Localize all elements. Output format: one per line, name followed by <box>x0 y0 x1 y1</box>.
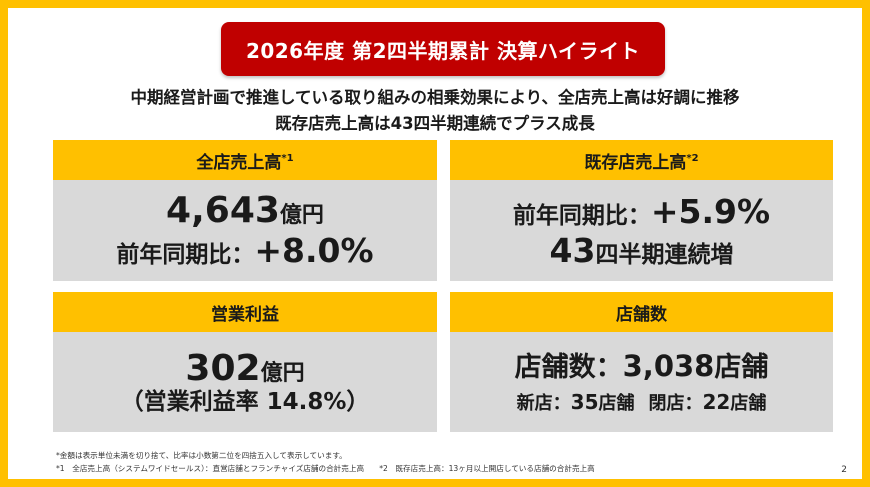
card-header: 店舗数 <box>450 292 833 332</box>
card-body: 前年同期比： +5.9% 43 四半期連続増 <box>450 180 833 281</box>
subtitle-line-2: 既存店売上高は43四半期連続でプラス成長 <box>275 114 595 133</box>
card-all-store-sales: 全店売上高 *1 4,643 億円 前年同期比： +8.0% <box>53 140 437 281</box>
yoy-value: +5.9% <box>650 191 771 231</box>
card-heading: 全店売上高 <box>196 152 282 173</box>
card-header: 営業利益 <box>53 292 437 332</box>
card-existing-store-sales: 既存店売上高 *2 前年同期比： +5.9% 43 四半期連続増 <box>450 140 833 281</box>
closed-store-value: 22 <box>702 390 731 415</box>
new-store-unit: 店舗 <box>598 393 635 415</box>
streak-line: 43 四半期連続増 <box>550 231 734 270</box>
card-heading: 店舗数 <box>616 304 667 325</box>
streak-label: 四半期連続増 <box>595 241 734 268</box>
profit-unit: 億円 <box>260 360 305 386</box>
footnote-marker: *1 <box>281 152 294 164</box>
card-body: 4,643 億円 前年同期比： +8.0% <box>53 180 437 281</box>
sales-unit: 億円 <box>279 203 324 229</box>
yoy-value: +8.0% <box>254 230 374 270</box>
sales-yoy-line: 前年同期比： +8.0% <box>116 231 373 270</box>
card-header: 全店売上高 *1 <box>53 140 437 180</box>
store-change-line: 新店： 35 店舗 閉店： 22 店舗 <box>517 389 767 415</box>
profit-value-line: 302 億円 <box>185 349 304 389</box>
card-heading: 既存店売上高 <box>584 152 687 173</box>
card-operating-profit: 営業利益 302 億円 （営業利益率 14.8%） <box>53 292 437 432</box>
closed-store-unit: 店舗 <box>730 393 767 415</box>
card-store-count: 店舗数 店舗数： 3,038 店舗 新店： 35 店舗 閉店： 22 店舗 <box>450 292 833 432</box>
card-body: 302 億円 （営業利益率 14.8%） <box>53 332 437 432</box>
store-total-unit: 店舗 <box>714 351 769 383</box>
profit-margin-line: （営業利益率 14.8%） <box>121 389 370 415</box>
yoy-label: 前年同期比： <box>512 202 651 229</box>
profit-margin: （営業利益率 14.8%） <box>120 388 370 415</box>
closed-store-label: 閉店： <box>648 393 703 415</box>
subtitle-line-1: 中期経営計画で推進している取り組みの相乗効果により、全店売上高は好調に推移 <box>130 88 740 107</box>
existing-yoy-line: 前年同期比： +5.9% <box>513 192 770 231</box>
page-title: 2026年度 第2四半期累計 決算ハイライト <box>245 38 641 63</box>
sales-value: 4,643 <box>166 190 280 232</box>
new-store-value: 35 <box>570 390 599 415</box>
new-store-label: 新店： <box>516 393 571 415</box>
card-body: 店舗数： 3,038 店舗 新店： 35 店舗 閉店： 22 店舗 <box>450 332 833 432</box>
streak-value: 43 <box>549 230 596 270</box>
card-header: 既存店売上高 *2 <box>450 140 833 180</box>
page-number: 2 <box>841 465 847 475</box>
title-banner: 2026年度 第2四半期累計 決算ハイライト <box>221 22 665 76</box>
sales-value-line: 4,643 億円 <box>166 191 324 231</box>
footnote-line-1: *金額は表示単位未満を切り捨て、比率は小数第二位を四捨五入して表示しています。 <box>56 451 347 460</box>
yoy-label: 前年同期比： <box>116 241 255 268</box>
profit-value: 302 <box>185 347 261 389</box>
store-total-value: 3,038 <box>622 348 715 383</box>
footnote-marker: *2 <box>686 152 699 164</box>
footnotes: *金額は表示単位未満を切り捨て、比率は小数第二位を四捨五入して表示しています。 … <box>56 449 595 475</box>
store-total-label: 店舗数： <box>514 351 623 383</box>
card-heading: 営業利益 <box>211 304 279 325</box>
footnote-line-2: *1 全店売上高（システムワイドセールス）：直営店舗とフランチャイズ店舗の合計売… <box>56 464 595 473</box>
store-total-line: 店舗数： 3,038 店舗 <box>515 349 769 383</box>
